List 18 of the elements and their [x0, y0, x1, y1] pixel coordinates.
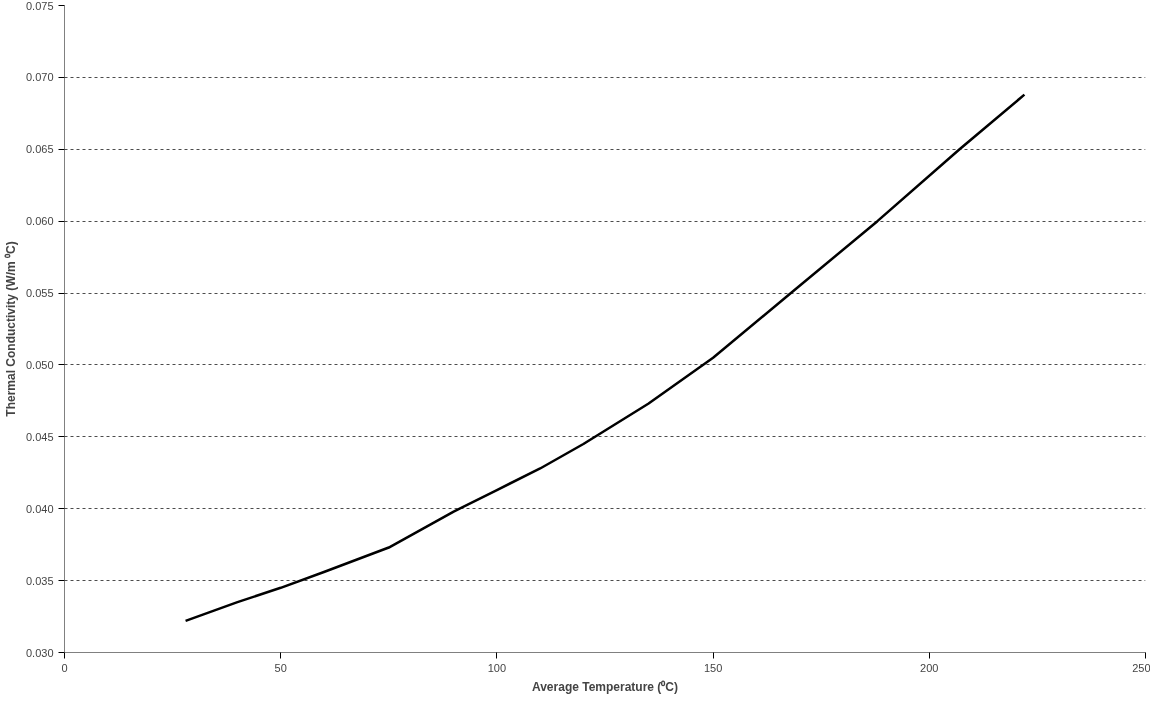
y-tick-label: 0.045	[25, 430, 54, 443]
x-tick-label: 0	[61, 661, 68, 674]
y-tick-label: 0.060	[25, 215, 54, 228]
x-tick-label: 200	[920, 661, 939, 674]
y-tick-label: 0.070	[25, 71, 54, 84]
y-tick-label: 0.075	[25, 0, 54, 12]
x-tick-label: 250	[1132, 661, 1151, 674]
x-tick-label: 100	[487, 661, 507, 674]
y-tick-label: 0.055	[25, 287, 54, 300]
x-tick-label: 50	[274, 661, 287, 674]
x-axis-title: Average Temperature (⁰C)	[531, 679, 679, 694]
y-tick-label: 0.050	[25, 358, 54, 371]
y-axis-title: Thermal Conductivity (W/m ⁰C)	[3, 241, 18, 417]
x-tick-label: 150	[703, 661, 723, 674]
y-tick-label: 0.040	[25, 502, 54, 515]
y-tick-label: 0.035	[25, 574, 54, 587]
y-tick-label: 0.065	[25, 143, 54, 156]
y-tick-label: 0.030	[25, 646, 54, 659]
